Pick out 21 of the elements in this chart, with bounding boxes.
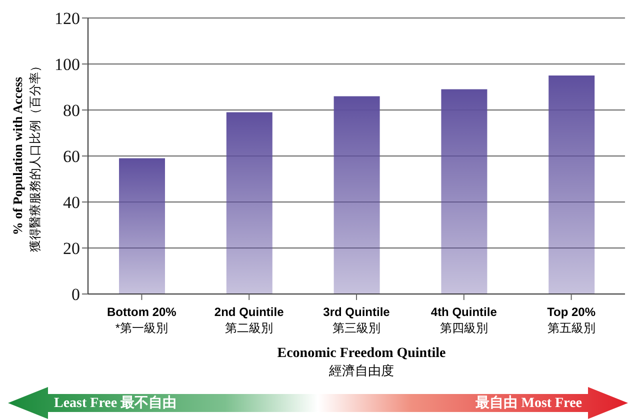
y-tick-label: 100: [54, 55, 80, 74]
y-tick-label: 60: [63, 147, 80, 166]
bar: [119, 158, 165, 294]
bar: [334, 96, 380, 294]
x-axis-title: Economic Freedom Quintile 經濟自由度: [276, 346, 447, 380]
y-tick-label: 120: [54, 9, 80, 28]
x-tick-label: 2nd Quintile 第二級別: [214, 305, 284, 335]
y-tick-label: 20: [63, 239, 80, 258]
bar: [441, 89, 488, 294]
y-tick-label: 80: [63, 101, 80, 120]
y-tick-label: 40: [63, 193, 80, 212]
bar: [548, 76, 595, 294]
x-tick-label: 3rd Quintile 第三級別: [323, 305, 390, 335]
bar: [226, 112, 272, 294]
text: Least Free 最不自由: [54, 394, 177, 412]
y-axis-title: % of Population with Access 獲得醫療服務的人口比例（百分率）: [10, 60, 42, 252]
x-tick-label: 4th Quintile 第四級別: [430, 305, 498, 335]
text: 最自由 Most Free: [476, 394, 582, 412]
x-tick-label: Bottom 20% *第一級別: [107, 305, 177, 335]
x-tick-label: Top 20% 第五級別: [547, 305, 596, 335]
y-tick-label: 0: [72, 285, 80, 304]
